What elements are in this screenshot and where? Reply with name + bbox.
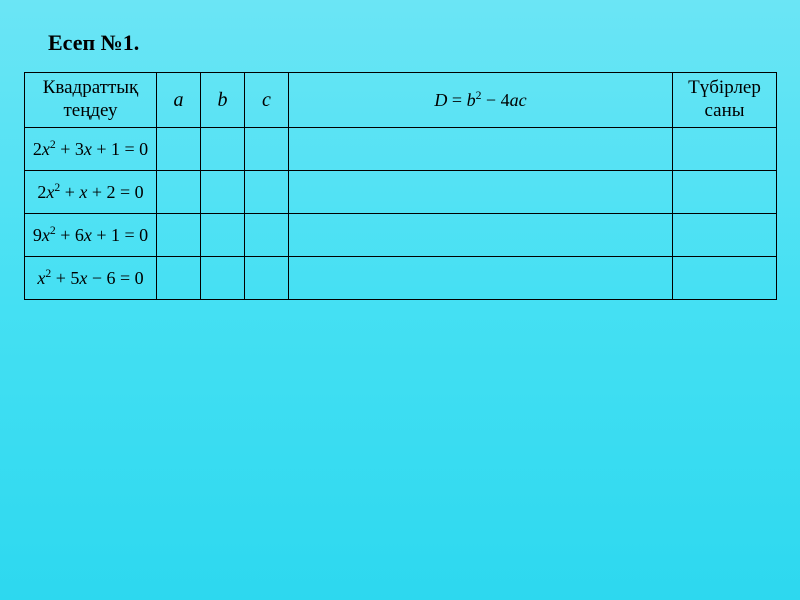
cell-equation: x2 + 5x − 6 = 0	[25, 257, 157, 300]
cell-b	[201, 171, 245, 214]
cell-d	[289, 128, 673, 171]
cell-a	[157, 171, 201, 214]
cell-c	[245, 171, 289, 214]
cell-roots	[673, 171, 777, 214]
table-row: 9x2 + 6x + 1 = 0	[25, 214, 777, 257]
header-b: b	[201, 73, 245, 128]
cell-equation: 2x2 + 3x + 1 = 0	[25, 128, 157, 171]
cell-a	[157, 214, 201, 257]
cell-b	[201, 128, 245, 171]
cell-a	[157, 128, 201, 171]
header-roots: Түбірлер саны	[673, 73, 777, 128]
cell-d	[289, 171, 673, 214]
cell-d	[289, 257, 673, 300]
table-row: 2x2 + x + 2 = 0	[25, 171, 777, 214]
cell-c	[245, 214, 289, 257]
equation-table: Квадраттық теңдеу a b c D = b2 − 4ac Түб…	[24, 72, 777, 300]
table-row: 2x2 + 3x + 1 = 0	[25, 128, 777, 171]
cell-c	[245, 128, 289, 171]
header-equation: Квадраттық теңдеу	[25, 73, 157, 128]
cell-b	[201, 257, 245, 300]
cell-roots	[673, 257, 777, 300]
cell-d	[289, 214, 673, 257]
cell-roots	[673, 214, 777, 257]
header-discriminant: D = b2 − 4ac	[289, 73, 673, 128]
cell-c	[245, 257, 289, 300]
cell-b	[201, 214, 245, 257]
cell-a	[157, 257, 201, 300]
table-row: x2 + 5x − 6 = 0	[25, 257, 777, 300]
page-title: Есеп №1.	[48, 30, 776, 56]
cell-equation: 9x2 + 6x + 1 = 0	[25, 214, 157, 257]
header-a: a	[157, 73, 201, 128]
cell-roots	[673, 128, 777, 171]
cell-equation: 2x2 + x + 2 = 0	[25, 171, 157, 214]
header-c: c	[245, 73, 289, 128]
table-header-row: Квадраттық теңдеу a b c D = b2 − 4ac Түб…	[25, 73, 777, 128]
